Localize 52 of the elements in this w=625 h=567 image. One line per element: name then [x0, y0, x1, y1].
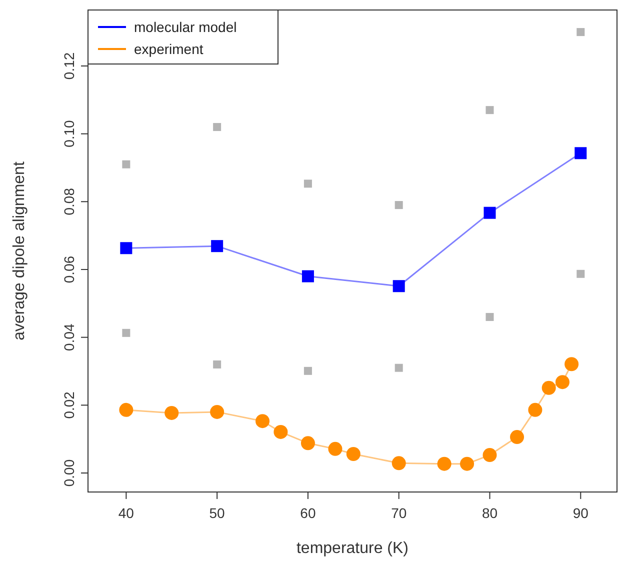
point	[122, 160, 130, 168]
point	[274, 424, 288, 439]
x-tick-label: 60	[300, 505, 316, 521]
y-tick-label: 0.06	[61, 256, 77, 284]
point	[555, 375, 570, 390]
point	[211, 240, 224, 252]
point	[564, 357, 579, 372]
x-tick-label: 70	[391, 505, 407, 521]
point	[119, 402, 134, 417]
point	[328, 442, 342, 456]
point	[542, 380, 556, 395]
x-tick-label: 40	[118, 505, 134, 521]
point	[300, 436, 315, 450]
point	[304, 366, 312, 375]
point	[392, 456, 406, 470]
x-tick-label: 50	[209, 505, 226, 521]
point	[213, 360, 222, 368]
point	[486, 106, 494, 114]
point	[304, 180, 312, 188]
point	[486, 312, 494, 321]
y-tick-label: 0.12	[61, 52, 77, 80]
y-axis-title: average dipole alignment	[11, 161, 28, 340]
point	[302, 270, 314, 282]
point	[574, 147, 587, 160]
point	[460, 456, 474, 471]
x-tick-label: 80	[482, 505, 498, 521]
x-axis-title: temperature (K)	[296, 540, 409, 557]
point	[576, 270, 585, 278]
point	[392, 280, 405, 292]
y-tick-label: 0.08	[61, 188, 77, 216]
point	[510, 430, 524, 444]
y-tick-label: 0.04	[61, 323, 77, 351]
point	[122, 328, 130, 337]
y-tick-label: 0.00	[61, 459, 77, 487]
y-tick-label: 0.02	[61, 391, 77, 419]
point	[346, 447, 360, 462]
point	[482, 448, 497, 462]
point	[576, 28, 585, 36]
point	[164, 406, 179, 420]
y-tick-label: 0.10	[61, 120, 77, 148]
legend-label: experiment	[134, 41, 204, 57]
point	[484, 206, 496, 219]
point	[120, 242, 132, 254]
point	[256, 414, 270, 428]
x-tick-label: 90	[572, 505, 589, 521]
point	[210, 404, 224, 419]
point	[437, 456, 452, 471]
legend-label: molecular model	[134, 19, 237, 35]
point	[213, 123, 222, 132]
point	[528, 402, 542, 417]
point	[394, 201, 403, 210]
point	[394, 364, 403, 372]
